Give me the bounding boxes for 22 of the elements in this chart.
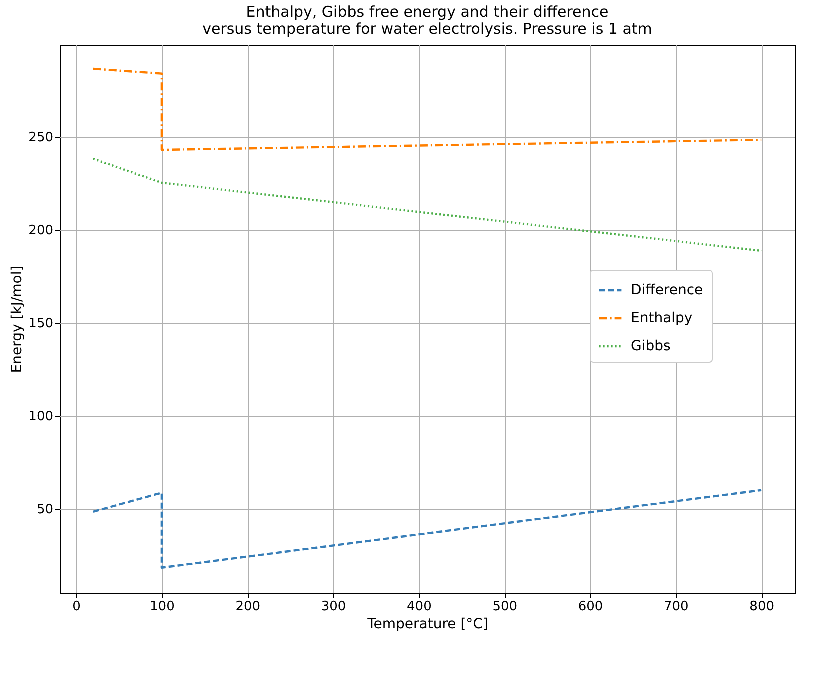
x-tick-label: 200 xyxy=(236,600,261,614)
x-tick-label: 400 xyxy=(407,600,432,614)
y-tick-label: 50 xyxy=(36,502,54,518)
x-tick-label: 600 xyxy=(578,600,604,614)
x-tick-label: 0 xyxy=(72,600,81,614)
chart-title: Enthalpy, Gibbs free energy and their difference versus temperature for water electrolysis. Pressure is 1 atm xyxy=(202,3,652,38)
legend-label: Difference xyxy=(631,282,704,298)
y-tick-label: 200 xyxy=(28,224,54,239)
y-tick-label: 100 xyxy=(28,409,54,424)
x-tick-label: 700 xyxy=(664,600,689,614)
line-series xyxy=(92,489,763,569)
y-tick-label: 150 xyxy=(28,316,54,332)
x-tick-label: 800 xyxy=(750,600,775,614)
x-tick-label: 100 xyxy=(150,600,175,614)
legend-label: Gibbs xyxy=(631,338,671,354)
y-axis-title: Energy [kJ/mol] xyxy=(10,266,26,374)
x-axis-title: Temperature [°C] xyxy=(366,616,488,632)
x-tick-label: 500 xyxy=(492,600,518,614)
line-series xyxy=(92,68,763,152)
x-tick-label: 300 xyxy=(321,600,346,614)
y-tick-label: 250 xyxy=(28,130,54,146)
legend-label: Enthalpy xyxy=(631,310,693,326)
